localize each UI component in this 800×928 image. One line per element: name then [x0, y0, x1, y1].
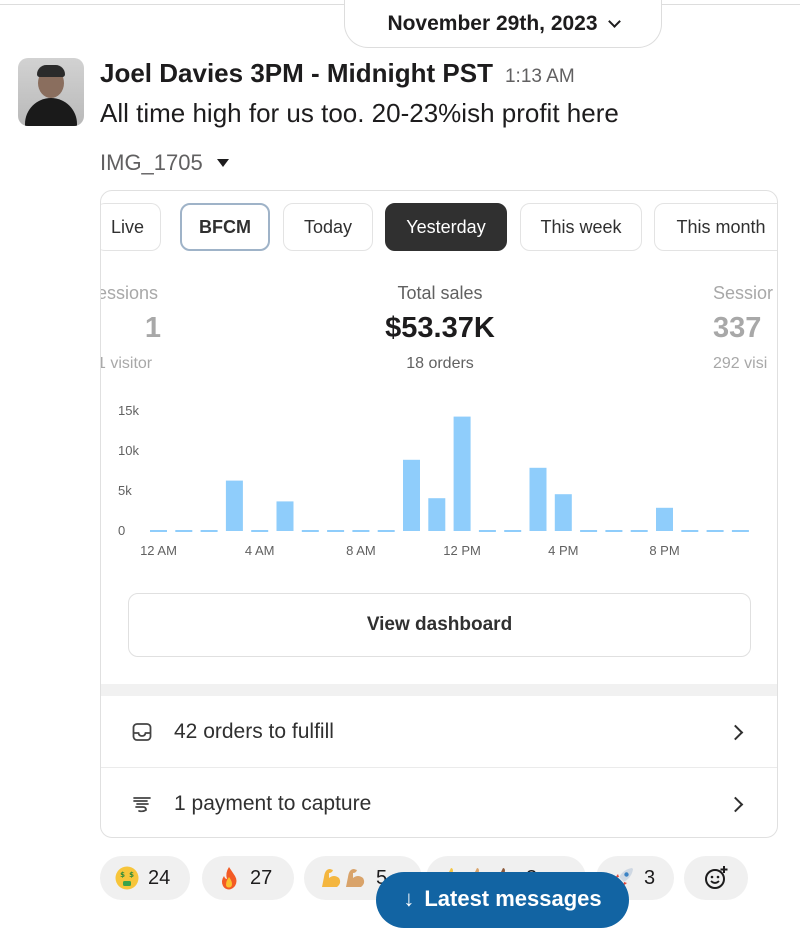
arrow-down-icon: ↓: [403, 886, 415, 911]
avatar[interactable]: [18, 58, 84, 126]
tab-this-week[interactable]: This week: [520, 203, 642, 251]
chart-bar: [276, 501, 294, 531]
section-divider: [101, 684, 777, 696]
chevron-right-icon: [727, 796, 744, 812]
metric-label: Total sales: [397, 283, 483, 303]
chart-bar: [428, 498, 446, 531]
task-row-orders[interactable]: 42 orders to fulfill: [101, 697, 777, 767]
reaction-count: 24: [148, 866, 171, 889]
chart-bar-zero: [175, 530, 193, 532]
y-tick-label: 0: [118, 523, 125, 538]
chart-bar-zero: [731, 530, 749, 532]
sender-name[interactable]: Joel Davies 3PM - Midnight PST: [100, 58, 493, 88]
chart-bar-zero: [580, 530, 598, 532]
reaction-money-mouth-face[interactable]: $ $ 24: [100, 856, 190, 900]
image-attachment[interactable]: Live BFCM Today Yesterday This week This…: [100, 190, 778, 838]
add-reaction-icon: [705, 866, 728, 889]
metric-label: essions: [100, 283, 159, 303]
tab-bfcm[interactable]: BFCM: [180, 203, 270, 251]
chevron-down-icon: [607, 14, 621, 28]
date-label: November 29th, 2023: [387, 11, 598, 35]
chart-bar: [403, 459, 420, 531]
chart-bar-zero: [681, 530, 699, 532]
inbox-icon: [132, 723, 152, 741]
add-reaction-button[interactable]: [684, 856, 748, 900]
flexed-biceps-icon: [346, 869, 365, 887]
attachment-toggle[interactable]: IMG_1705: [100, 150, 229, 176]
task-label: 42 orders to fulfill: [174, 720, 334, 743]
metric-sub: 292 visi: [713, 355, 768, 372]
payment-icon: [133, 797, 151, 813]
sales-chart: 0 5k 10k 15k 12 AM 4 AM 8 AM 12 PM 4 PM 8 PM: [118, 405, 749, 558]
chart-bar: [554, 494, 572, 531]
metric-sub: 1 visitor: [100, 355, 153, 372]
metric-value: 1: [144, 312, 161, 344]
chart-bar-zero: [200, 530, 218, 532]
x-tick-label: 12 AM: [140, 543, 177, 558]
chart-bar: [453, 416, 471, 531]
chart-bar-zero: [605, 530, 623, 532]
chart-bar-zero: [478, 530, 496, 532]
y-tick-label: 5k: [118, 483, 132, 498]
message-header: Joel Davies 3PM - Midnight PST 1:13 AM: [100, 58, 575, 89]
chart-bar-zero: [301, 530, 319, 532]
task-label: 1 payment to capture: [174, 792, 372, 815]
chart-bar-zero: [504, 530, 522, 532]
reaction-fire[interactable]: 27: [202, 856, 294, 900]
x-tick-label: 4 PM: [548, 543, 578, 558]
svg-text:$: $: [120, 871, 125, 879]
metric-value: $53.37K: [385, 312, 495, 344]
x-tick-label: 4 AM: [245, 543, 275, 558]
caret-down-icon: [216, 159, 229, 167]
message-text: All time high for us too. 20-23%ish prof…: [100, 98, 619, 128]
x-tick-label: 8 AM: [346, 543, 376, 558]
tab-today[interactable]: Today: [283, 203, 373, 251]
reaction-count: 3: [644, 866, 656, 889]
fire-icon: [221, 867, 237, 890]
view-dashboard-button[interactable]: View dashboard: [128, 593, 751, 657]
attachment-name: IMG_1705: [100, 150, 203, 175]
x-tick-label: 12 PM: [443, 543, 481, 558]
money-mouth-face-icon: $ $: [115, 866, 139, 890]
metric-sessions-right: Sessior 337 292 visi: [713, 283, 777, 373]
latest-messages-button[interactable]: ↓ Latest messages: [376, 872, 629, 928]
x-tick-label: 8 PM: [649, 543, 679, 558]
reaction-count: 27: [250, 866, 273, 889]
message-time[interactable]: 1:13 AM: [504, 66, 575, 87]
y-tick-label: 10k: [118, 443, 139, 458]
reaction-count: 5: [376, 866, 388, 889]
tab-yesterday[interactable]: Yesterday: [385, 203, 507, 251]
metric-label: Sessior: [713, 283, 774, 303]
task-row-payment[interactable]: 1 payment to capture: [101, 769, 777, 837]
tab-live[interactable]: Live: [101, 203, 161, 251]
metric-total-sales: Total sales $53.37K 18 orders: [340, 283, 540, 373]
chart-bar: [225, 480, 243, 531]
metric-value: 337: [713, 312, 762, 344]
chart-bar-zero: [377, 530, 395, 532]
chart-bar-zero: [327, 530, 345, 532]
metric-sub: 18 orders: [406, 355, 474, 372]
flexed-biceps-icon: [322, 869, 341, 887]
metric-sessions-left: essions 1 1 visitor: [100, 283, 167, 373]
chart-bar: [656, 507, 673, 531]
latest-messages-label: Latest messages: [424, 886, 602, 911]
tab-this-month[interactable]: This month: [654, 203, 777, 251]
y-tick-label: 15k: [118, 405, 139, 418]
chart-bar-zero: [352, 530, 370, 532]
chevron-right-icon: [727, 724, 744, 740]
date-divider-button[interactable]: November 29th, 2023: [344, 0, 662, 48]
chart-bar-zero: [630, 530, 648, 532]
chart-bar: [529, 467, 547, 531]
chart-bar-zero: [150, 530, 167, 532]
chart-bar-zero: [251, 530, 269, 532]
chart-bar-zero: [706, 530, 724, 532]
svg-text:$: $: [129, 871, 134, 879]
row-divider: [101, 767, 777, 768]
